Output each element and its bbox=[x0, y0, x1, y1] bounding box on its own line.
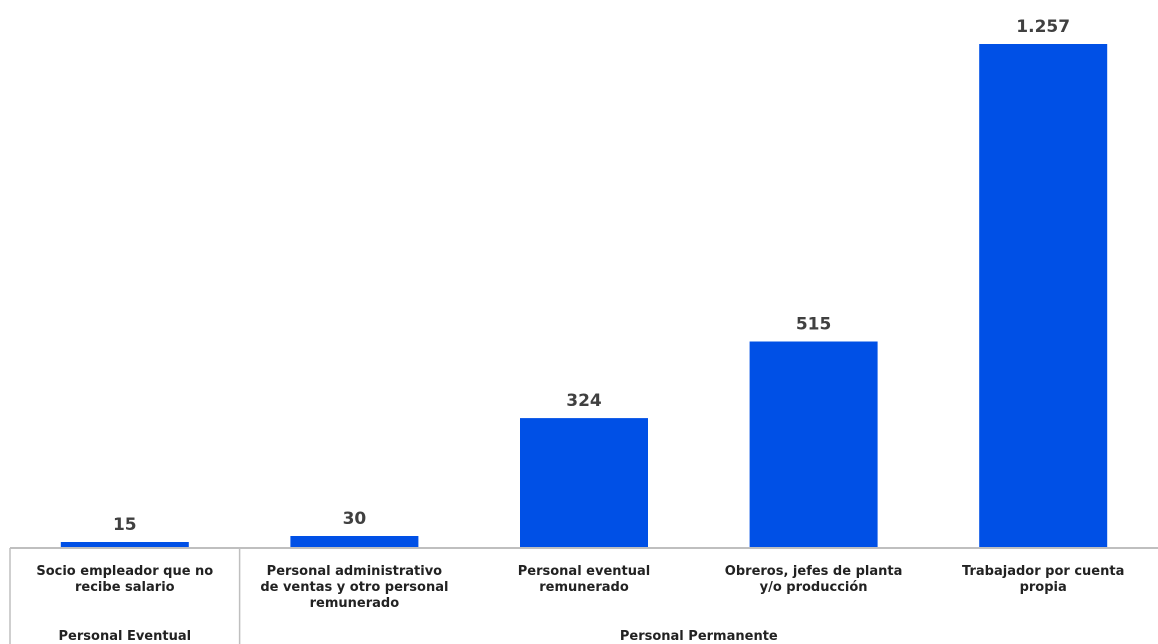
bar-1 bbox=[290, 536, 419, 548]
bars-layer bbox=[60, 44, 1108, 548]
bar-3 bbox=[749, 341, 878, 548]
category-labels-layer: Socio empleador que no recibe salario Pers… bbox=[36, 564, 1124, 611]
category-label-1: Personal administrativo de ventas y otro … bbox=[260, 564, 448, 611]
data-label-2: 324 bbox=[566, 391, 602, 411]
bar-2 bbox=[520, 418, 648, 548]
category-axis bbox=[9, 547, 1158, 644]
group-labels-layer: Personal Eventual Personal Permanente bbox=[59, 629, 778, 644]
category-label-0: Socio empleador que no recibe salario bbox=[36, 564, 213, 595]
data-label-1: 30 bbox=[343, 509, 367, 529]
bar-4 bbox=[979, 44, 1108, 548]
data-label-3: 515 bbox=[796, 315, 832, 335]
category-label-2: Personal eventual remunerado bbox=[518, 564, 651, 595]
bar-0 bbox=[60, 542, 189, 548]
data-label-4: 1.257 bbox=[1016, 17, 1070, 37]
group-label-1: Personal Permanente bbox=[620, 629, 778, 644]
group-label-0: Personal Eventual bbox=[59, 629, 192, 644]
data-label-0: 15 bbox=[113, 515, 137, 535]
category-label-4: Trabajador por cuenta propia bbox=[962, 564, 1124, 595]
category-label-3: Obreros, jefes de planta y/o producción bbox=[725, 564, 903, 595]
value-labels-layer: 15 30 324 515 1.257 bbox=[113, 17, 1070, 535]
